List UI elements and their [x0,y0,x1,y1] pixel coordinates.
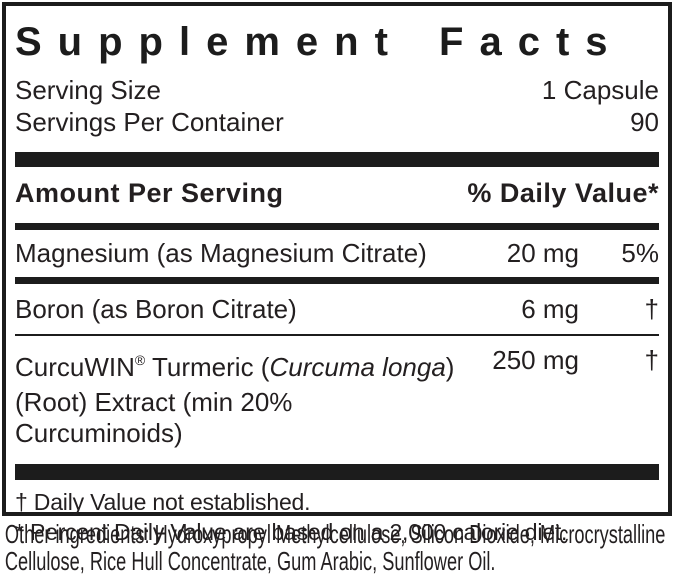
supplement-facts-title: Supplement Facts [15,20,624,64]
nutrient-name-mid: Turmeric ( [145,352,270,382]
serving-size-value: 1 Capsule [541,75,659,105]
nutrient-name-close: ) [445,352,455,382]
supplement-facts-panel: Supplement Facts Serving Size 1 Capsule … [2,2,672,545]
nutrient-amount: 20 mg [506,238,579,268]
nutrient-amount: 250 mg [492,345,579,375]
nutrient-amount: 6 mg [521,294,579,324]
footnote-asterisk: * Percent Daily Value are based on a 2,0… [15,519,568,545]
servings-per-container-value: 90 [630,107,659,137]
serving-size-label: Serving Size [15,75,161,105]
nutrient-daily-value: † [644,294,659,324]
serving-size-row: Serving Size 1 Capsule [15,74,659,106]
botanical-name: Curcuma longa [269,352,446,382]
nutrient-row-curcuwin: CurcuWIN® Turmeric (Curcuma longa) (Root… [15,336,659,455]
nutrient-name: CurcuWIN® Turmeric (Curcuma longa) (Root… [15,345,467,449]
nutrient-row-magnesium: Magnesium (as Magnesium Citrate) 20 mg 5… [15,230,659,277]
footnotes: † Daily Value not established. * Percent… [15,487,659,547]
footnote-dagger: † Daily Value not established. [15,489,311,515]
nutrient-row-boron: Boron (as Boron Citrate) 6 mg † [15,284,659,334]
nutrient-daily-value: 5% [621,238,659,268]
servings-per-container-label: Servings Per Container [15,107,284,137]
other-ingredients: Other ingredients: Hydroxypropyl Methylc… [4,519,666,576]
divider-medium-header [15,223,659,230]
nutrient-name-line2: (Root) Extract (min 20% Curcuminoids) [15,387,293,448]
divider-thick-bottom [15,464,659,480]
servings-per-container-row: Servings Per Container 90 [15,106,659,138]
divider-medium-magnesium [15,277,659,284]
daily-value-header: % Daily Value* [467,178,659,208]
column-header-row: Amount Per Serving % Daily Value* [15,177,659,210]
divider-thin-boron [15,334,659,336]
registered-trademark-symbol: ® [134,352,146,368]
nutrient-daily-value: † [644,345,659,375]
amount-per-serving-header: Amount Per Serving [15,178,284,208]
serving-info: Serving Size 1 Capsule Servings Per Cont… [15,74,659,138]
nutrient-name: Magnesium (as Magnesium Citrate) [15,238,427,268]
nutrient-name: Boron (as Boron Citrate) [15,294,297,324]
divider-thick-top [15,152,659,167]
brand-name: CurcuWIN [15,352,135,382]
